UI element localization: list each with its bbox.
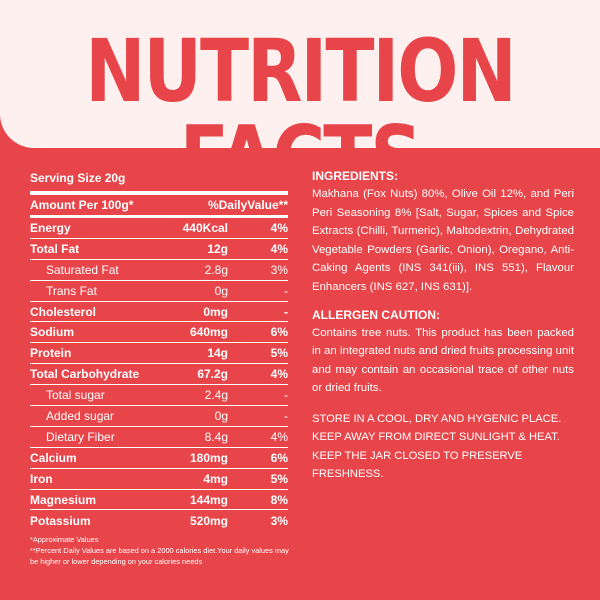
nutrient-daily-value: 8% — [270, 492, 288, 507]
storage-instructions: STORE IN A COOL, DRY AND HYGENIC PLACE. … — [312, 412, 562, 481]
nutrient-name: Calcium — [30, 450, 77, 465]
nutrient-row: Sodium 640mg 6% — [30, 322, 288, 344]
nutrient-daily-value: 4% — [270, 367, 288, 382]
nutrient-amount: 12g — [207, 241, 228, 256]
nutrient-row: Total Fat 12g 4% — [30, 239, 288, 260]
nutrient-name: Energy — [30, 220, 71, 235]
nutrient-amount: 2.4g — [204, 388, 228, 403]
nutrient-amount: 144mg — [189, 492, 228, 507]
nutrient-name: Magnesium — [30, 492, 97, 507]
nutrient-daily-value: - — [284, 388, 288, 403]
nutrient-daily-value: 4% — [270, 429, 288, 444]
nutrient-daily-value: 4% — [270, 241, 288, 256]
nutrient-daily-value: 6% — [270, 450, 288, 465]
nutrient-daily-value: - — [284, 408, 288, 423]
nutrient-amount: 67.2g — [197, 367, 228, 382]
nutrient-name: Potassium — [30, 513, 91, 528]
daily-value-header: %DailyValue** — [207, 198, 288, 212]
info-column: INGREDIENTS: Makhana (Fox Nuts) 80%, Oli… — [312, 168, 574, 484]
nutrient-daily-value: 3% — [270, 262, 288, 277]
nutrient-row: Protein 14g 5% — [30, 343, 288, 365]
nutrient-amount: 0g — [214, 408, 228, 423]
nutrient-row: Dietary Fiber 8.4g 4% — [30, 427, 288, 448]
nutrient-amount: 180mg — [189, 450, 228, 465]
nutrient-amount: 520mg — [189, 513, 228, 528]
nutrient-name: Sodium — [30, 325, 74, 340]
thick-divider-2 — [30, 215, 288, 218]
nutrient-name: Dietary Fiber — [46, 429, 115, 444]
nutrient-amount: 4mg — [203, 471, 228, 486]
nutrient-amount: 640mg — [189, 325, 228, 340]
nutrient-name: Protein — [30, 346, 72, 361]
nutrient-amount: 440Kcal — [182, 220, 228, 235]
page-title: NUTRITION FACTS — [85, 20, 516, 208]
nutrient-row: Energy 440Kcal 4% — [30, 218, 288, 239]
nutrient-amount: 8.4g — [204, 429, 228, 444]
nutrient-rows: Energy 440Kcal 4% Total Fat 12g 4% Saturated F… — [30, 218, 288, 531]
nutrient-daily-value: - — [284, 304, 288, 319]
nutrient-name: Cholesterol — [30, 304, 97, 319]
nutrient-row: Magnesium 144mg 8% — [30, 490, 288, 511]
nutrient-name: Added sugar — [46, 408, 115, 423]
column-header: Amount Per 100g* %DailyValue** — [30, 195, 288, 215]
nutrient-daily-value: 4% — [270, 220, 288, 235]
nutrient-daily-value: - — [284, 283, 288, 298]
nutrient-row: Trans Fat 0g - — [30, 281, 288, 302]
header-banner: NUTRITION FACTS — [0, 0, 600, 201]
nutrient-row: Total sugar 2.4g - — [30, 385, 288, 407]
footnotes: *Approximate Values **Percent Daily Valu… — [30, 534, 290, 567]
footnote-approximate: *Approximate Values — [30, 535, 99, 544]
ingredients-text: Makhana (Fox Nuts) 80%, Olive Oil 12%, a… — [312, 188, 574, 293]
nutrient-daily-value: 5% — [270, 346, 288, 361]
nutrient-daily-value: 6% — [270, 325, 288, 340]
nutrient-row: Saturated Fat 2.8g 3% — [30, 260, 288, 281]
footnote-daily-values: **Percent Daily Values are based on a 20… — [30, 546, 289, 566]
nutrient-amount: 0mg — [203, 304, 228, 319]
nutrient-row: Added sugar 0g - — [30, 406, 288, 427]
nutrient-amount: 2.8g — [204, 262, 228, 277]
nutrient-amount: 14g — [207, 346, 228, 361]
nutrient-daily-value: 5% — [270, 471, 288, 486]
nutrient-name: Total Carbohydrate — [30, 367, 140, 382]
allergen-heading: ALLERGEN CAUTION: — [312, 307, 440, 322]
nutrient-amount: 0g — [214, 283, 228, 298]
serving-size: Serving Size 20g — [30, 171, 126, 185]
nutrition-table: Serving Size 20g Amount Per 100g* %Daily… — [30, 168, 288, 531]
amount-per-header: Amount Per 100g* — [30, 198, 134, 212]
thick-divider — [30, 191, 288, 195]
nutrient-name: Saturated Fat — [46, 262, 119, 277]
nutrient-daily-value: 3% — [270, 513, 288, 528]
nutrient-name: Iron — [30, 471, 53, 486]
nutrient-row: Iron 4mg 5% — [30, 469, 288, 490]
nutrient-name: Total Fat — [30, 241, 80, 256]
nutrient-row: Cholesterol 0mg - — [30, 302, 288, 323]
nutrient-row: Potassium 520mg 3% — [30, 510, 288, 531]
nutrient-name: Trans Fat — [46, 283, 97, 298]
nutrient-row: Calcium 180mg 6% — [30, 448, 288, 469]
ingredients-heading: INGREDIENTS: — [312, 169, 399, 183]
nutrient-name: Total sugar — [46, 388, 105, 403]
nutrient-row: Total Carbohydrate 67.2g 4% — [30, 364, 288, 386]
allergen-text: Contains tree nuts. This product has bee… — [312, 326, 574, 395]
